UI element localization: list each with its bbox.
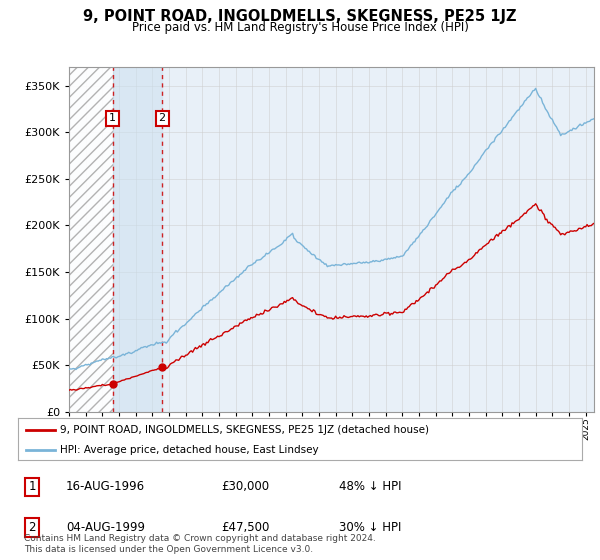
Text: Contains HM Land Registry data © Crown copyright and database right 2024.
This d: Contains HM Land Registry data © Crown c… [23, 534, 376, 553]
Text: 9, POINT ROAD, INGOLDMELLS, SKEGNESS, PE25 1JZ (detached house): 9, POINT ROAD, INGOLDMELLS, SKEGNESS, PE… [60, 424, 430, 435]
Text: 04-AUG-1999: 04-AUG-1999 [66, 521, 145, 534]
Text: £30,000: £30,000 [221, 480, 269, 493]
Text: 48% ↓ HPI: 48% ↓ HPI [340, 480, 402, 493]
Bar [113, 67, 162, 412]
Text: 1: 1 [109, 113, 116, 123]
Text: 1: 1 [28, 480, 36, 493]
Text: £47,500: £47,500 [221, 521, 269, 534]
Text: 2: 2 [28, 521, 36, 534]
Text: HPI: Average price, detached house, East Lindsey: HPI: Average price, detached house, East… [60, 445, 319, 455]
Text: 16-AUG-1996: 16-AUG-1996 [66, 480, 145, 493]
Text: 2: 2 [158, 113, 166, 123]
Text: Price paid vs. HM Land Registry's House Price Index (HPI): Price paid vs. HM Land Registry's House … [131, 21, 469, 34]
Text: 9, POINT ROAD, INGOLDMELLS, SKEGNESS, PE25 1JZ: 9, POINT ROAD, INGOLDMELLS, SKEGNESS, PE… [83, 9, 517, 24]
Text: 30% ↓ HPI: 30% ↓ HPI [340, 521, 402, 534]
